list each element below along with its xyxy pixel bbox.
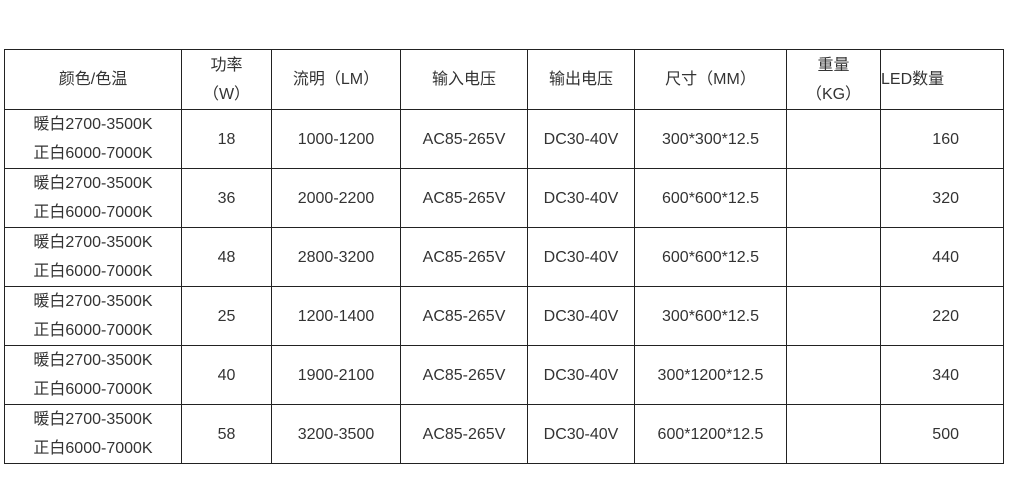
cell-lumen: 3200-3500 bbox=[271, 404, 401, 464]
color-temp-warm: 暖白2700-3500K bbox=[33, 411, 153, 428]
cell-lumen: 1900-2100 bbox=[271, 345, 401, 405]
cell-lumen: 2800-3200 bbox=[271, 227, 401, 287]
cell-power: 25 bbox=[181, 286, 272, 346]
table-row: 暖白2700-3500K 正白6000-7000K 36 2000-2200 AC85-… bbox=[4, 168, 1004, 228]
cell-output-voltage: DC30-40V bbox=[527, 227, 635, 287]
cell-led-count: 340 bbox=[880, 345, 1004, 405]
cell-input-voltage: AC85-265V bbox=[400, 404, 528, 464]
cell-weight bbox=[786, 227, 881, 287]
header-power-line1: 功率 bbox=[210, 56, 243, 74]
table-row: 暖白2700-3500K 正白6000-7000K 18 1000-1200 AC85-… bbox=[4, 109, 1004, 169]
color-temp-cool: 正白6000-7000K bbox=[33, 263, 153, 280]
cell-output-voltage: DC30-40V bbox=[527, 109, 635, 169]
cell-power: 58 bbox=[181, 404, 272, 464]
header-led-count: LED数量 bbox=[880, 49, 1004, 110]
cell-color-temp: 暖白2700-3500K 正白6000-7000K bbox=[4, 109, 182, 169]
cell-color-temp: 暖白2700-3500K 正白6000-7000K bbox=[4, 227, 182, 287]
spec-table: 颜色/色温 功率 （W） 流明（LM） 输入电压 输出电压 尺寸（MM） 重量 （K… bbox=[4, 49, 1004, 464]
table-row: 暖白2700-3500K 正白6000-7000K 58 3200-3500 AC85-… bbox=[4, 404, 1004, 464]
cell-color-temp: 暖白2700-3500K 正白6000-7000K bbox=[4, 286, 182, 346]
cell-weight bbox=[786, 404, 881, 464]
cell-power: 36 bbox=[181, 168, 272, 228]
header-power: 功率 （W） bbox=[181, 49, 272, 110]
cell-power: 48 bbox=[181, 227, 272, 287]
color-temp-warm: 暖白2700-3500K bbox=[33, 234, 153, 251]
color-temp-cool: 正白6000-7000K bbox=[33, 204, 153, 221]
color-temp-warm: 暖白2700-3500K bbox=[33, 293, 153, 310]
cell-size: 600*1200*12.5 bbox=[634, 404, 787, 464]
header-lumen: 流明（LM） bbox=[271, 49, 401, 110]
header-power-line2: （W） bbox=[202, 85, 251, 103]
header-weight: 重量 （KG） bbox=[786, 49, 881, 110]
cell-lumen: 1000-1200 bbox=[271, 109, 401, 169]
color-temp-cool: 正白6000-7000K bbox=[33, 440, 153, 457]
cell-input-voltage: AC85-265V bbox=[400, 168, 528, 228]
cell-led-count: 320 bbox=[880, 168, 1004, 228]
cell-input-voltage: AC85-265V bbox=[400, 286, 528, 346]
header-color-temp: 颜色/色温 bbox=[4, 49, 182, 110]
cell-size: 600*600*12.5 bbox=[634, 168, 787, 228]
cell-color-temp: 暖白2700-3500K 正白6000-7000K bbox=[4, 404, 182, 464]
cell-led-count: 220 bbox=[880, 286, 1004, 346]
cell-output-voltage: DC30-40V bbox=[527, 286, 635, 346]
color-temp-warm: 暖白2700-3500K bbox=[33, 352, 153, 369]
cell-weight bbox=[786, 168, 881, 228]
cell-output-voltage: DC30-40V bbox=[527, 168, 635, 228]
header-weight-line2: （KG） bbox=[805, 85, 862, 103]
cell-led-count: 160 bbox=[880, 109, 1004, 169]
cell-input-voltage: AC85-265V bbox=[400, 345, 528, 405]
cell-input-voltage: AC85-265V bbox=[400, 109, 528, 169]
cell-output-voltage: DC30-40V bbox=[527, 345, 635, 405]
cell-output-voltage: DC30-40V bbox=[527, 404, 635, 464]
cell-weight bbox=[786, 109, 881, 169]
cell-power: 18 bbox=[181, 109, 272, 169]
cell-size: 300*600*12.5 bbox=[634, 286, 787, 346]
cell-lumen: 2000-2200 bbox=[271, 168, 401, 228]
header-input-voltage: 输入电压 bbox=[400, 49, 528, 110]
header-size: 尺寸（MM） bbox=[634, 49, 787, 110]
header-output-voltage: 输出电压 bbox=[527, 49, 635, 110]
color-temp-warm: 暖白2700-3500K bbox=[33, 116, 153, 133]
cell-power: 40 bbox=[181, 345, 272, 405]
table-row: 暖白2700-3500K 正白6000-7000K 25 1200-1400 AC85-… bbox=[4, 286, 1004, 346]
cell-input-voltage: AC85-265V bbox=[400, 227, 528, 287]
cell-size: 600*600*12.5 bbox=[634, 227, 787, 287]
cell-size: 300*1200*12.5 bbox=[634, 345, 787, 405]
cell-led-count: 500 bbox=[880, 404, 1004, 464]
table-row: 暖白2700-3500K 正白6000-7000K 40 1900-2100 AC85-… bbox=[4, 345, 1004, 405]
cell-led-count: 440 bbox=[880, 227, 1004, 287]
color-temp-cool: 正白6000-7000K bbox=[33, 145, 153, 162]
cell-color-temp: 暖白2700-3500K 正白6000-7000K bbox=[4, 345, 182, 405]
color-temp-cool: 正白6000-7000K bbox=[33, 381, 153, 398]
cell-color-temp: 暖白2700-3500K 正白6000-7000K bbox=[4, 168, 182, 228]
table-header-row: 颜色/色温 功率 （W） 流明（LM） 输入电压 输出电压 尺寸（MM） 重量 （K… bbox=[4, 49, 1004, 110]
header-weight-line1: 重量 bbox=[817, 56, 850, 74]
color-temp-cool: 正白6000-7000K bbox=[33, 322, 153, 339]
cell-weight bbox=[786, 286, 881, 346]
table-row: 暖白2700-3500K 正白6000-7000K 48 2800-3200 AC85-… bbox=[4, 227, 1004, 287]
color-temp-warm: 暖白2700-3500K bbox=[33, 175, 153, 192]
cell-size: 300*300*12.5 bbox=[634, 109, 787, 169]
cell-weight bbox=[786, 345, 881, 405]
cell-lumen: 1200-1400 bbox=[271, 286, 401, 346]
